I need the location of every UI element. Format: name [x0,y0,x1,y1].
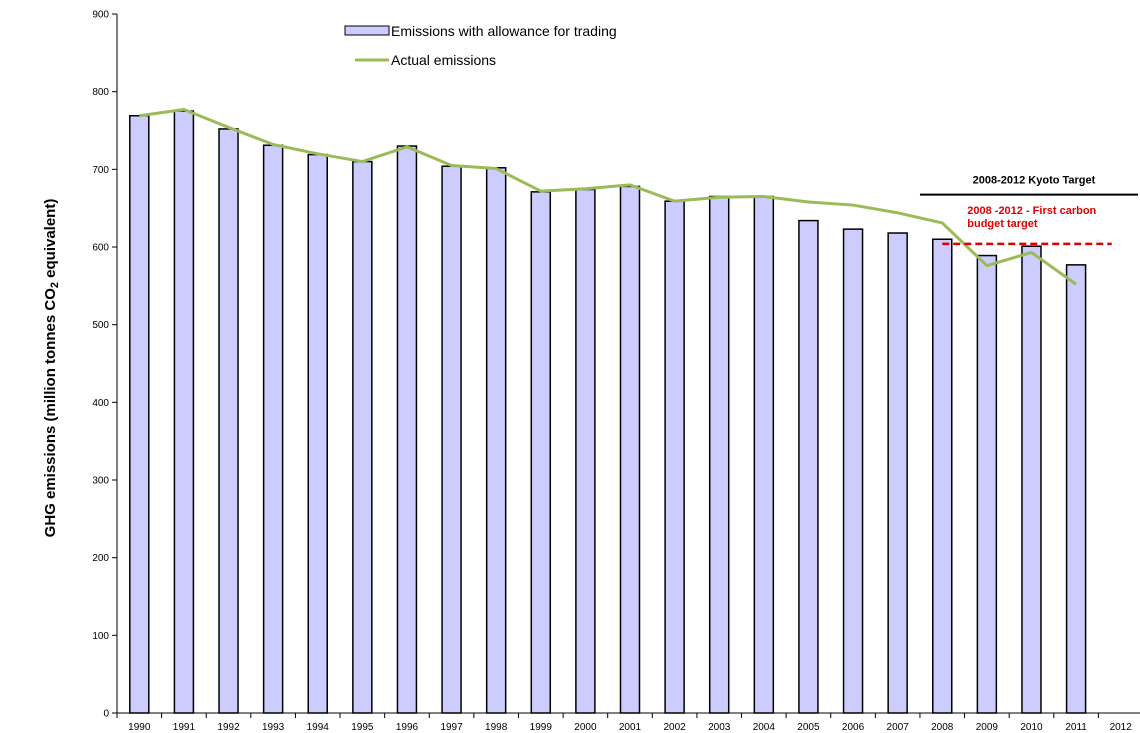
y-tick-label: 100 [92,631,109,642]
carbon-budget-label-line2: budget target [967,218,1038,230]
x-tick-label: 1992 [217,722,240,733]
y-tick-label: 300 [92,476,109,487]
x-tick-label: 1998 [485,722,508,733]
bar-2000 [575,188,596,714]
y-tick-label: 900 [92,10,109,21]
y-tick-label: 200 [92,553,109,564]
x-tick-label: 2010 [1020,722,1043,733]
y-tick-label: 800 [92,87,109,98]
axes: 0 100 200 300 400 500 600 700 800 900 1990 1991 1992… [92,10,1140,733]
bar-1996 [396,145,418,714]
x-tick-label: 1995 [351,722,374,733]
x-tick-label: 2008 [931,722,954,733]
x-tick-label: 1994 [307,722,330,733]
y-tick-label: 0 [103,709,109,720]
bar-2003 [708,195,730,714]
y-axis-label: GHG emissions (million tonnes CO2 equiva… [42,199,61,538]
x-tick-label: 1999 [530,722,553,733]
x-tick-label: 2005 [797,722,820,733]
bar-2006 [842,228,864,714]
x-tick-label: 2002 [663,722,686,733]
x-tick-label: 1997 [440,722,463,733]
x-tick-label: 1991 [173,722,196,733]
x-tick-label: 2012 [1110,722,1133,733]
actual-emissions-line [139,108,1077,286]
bar-1991 [173,110,195,714]
carbon-budget-label-line1: 2008 -2012 - First carbon [967,205,1096,217]
bar-2010 [1021,245,1042,714]
y-tick-label: 500 [92,320,109,331]
x-tick-label: 2003 [708,722,731,733]
bar-1993 [262,144,284,714]
actual-emissions-line-group [139,108,1077,286]
annotations: 2008-2012 Kyoto Target 2008 -2012 - First… [919,175,1138,246]
bar-1998 [485,167,507,714]
bar-1999 [530,191,552,714]
x-tick-label: 2007 [887,722,910,733]
bar-2002 [664,200,685,714]
legend: Emissions with allowance for trading Actu… [344,23,617,68]
legend-bar-swatch [344,25,390,36]
bar-1990 [129,114,150,714]
y-tick-label: 600 [92,243,109,254]
bar-1995 [352,160,373,714]
x-tick-label: 2006 [842,722,865,733]
bar-2004 [753,195,775,714]
bar-1997 [441,165,462,714]
x-tick-label: 2001 [619,722,642,733]
bar-1992 [218,128,239,714]
x-tick-label: 1990 [128,722,151,733]
bar-2005 [798,219,819,714]
x-tick-label: 2004 [753,722,776,733]
bar-2007 [887,232,908,714]
x-tick-label: 2009 [976,722,999,733]
bar-2008 [932,238,953,714]
y-tick-label: 400 [92,398,109,409]
y-tick-label: 700 [92,165,109,176]
legend-bar-label: Emissions with allowance for trading [391,23,617,39]
bar-2001 [619,185,641,714]
x-tick-label: 1993 [262,722,285,733]
bar-2009 [976,254,998,714]
x-tick-label: 1996 [396,722,419,733]
bar-1994 [307,153,328,714]
kyoto-target-label: 2008-2012 Kyoto Target [973,175,1096,187]
x-tick-label: 2000 [574,722,597,733]
legend-line-label: Actual emissions [391,52,496,68]
bar-2011 [1065,264,1087,714]
x-tick-label: 2011 [1065,722,1087,733]
bars [129,110,1087,714]
